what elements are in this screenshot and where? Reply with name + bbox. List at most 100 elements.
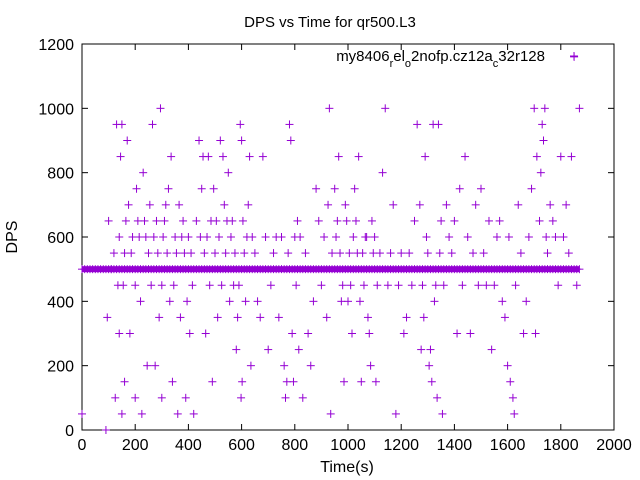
data-point [415,200,424,209]
data-point [152,216,161,225]
y-tick-label: 600 [47,230,74,247]
data-point [324,200,333,209]
data-point [389,200,398,209]
data-point [277,233,286,241]
data-point [435,249,444,258]
data-point [542,233,551,241]
x-tick-label: 1800 [543,437,579,454]
data-point [532,152,541,161]
data-point [161,200,170,209]
data-point [225,297,234,306]
data-point [314,216,323,225]
data-point [431,281,440,290]
data-point [292,281,301,290]
data-point [116,152,125,161]
data-point [285,120,294,129]
data-point [217,281,226,290]
data-point [355,297,364,306]
data-point [151,361,160,370]
data-point [514,200,523,209]
data-point [417,345,426,354]
data-point [197,184,206,193]
x-tick-label: 200 [122,437,149,454]
data-point [237,393,246,402]
data-point [155,313,164,322]
data-point [564,249,573,258]
baseline-points [78,265,584,274]
legend: my8406relo2nofp.cz12ac32r128 [336,48,578,70]
y-axis-label: DPS [4,221,21,254]
data-point [312,184,321,193]
data-point [236,120,245,129]
x-tick-label: 1000 [330,437,366,454]
data-point [164,184,173,193]
data-point [304,329,313,338]
data-point [427,377,436,386]
data-point [104,216,113,225]
data-point [350,184,359,193]
data-point [378,168,387,177]
data-point [341,200,350,209]
data-point [325,104,334,113]
y-tick-label: 200 [47,359,74,376]
data-point [264,345,273,354]
data-point [405,249,414,258]
data-point [115,329,124,338]
data-point [208,377,217,386]
data-point [167,152,176,161]
data-point [221,249,230,258]
data-point [349,233,358,241]
x-tick-label: 600 [228,437,255,454]
data-point [391,409,400,418]
data-point [511,281,520,290]
data-point [551,233,560,241]
data-point [294,345,303,354]
data-point [169,281,178,290]
y-tick-label: 1000 [38,101,74,118]
data-point [342,216,351,225]
data-point [175,200,184,209]
data-point [234,281,243,290]
data-point [365,329,374,338]
data-point [298,393,307,402]
data-point [453,329,462,338]
data-point [160,216,169,225]
data-point [245,152,254,161]
data-point [293,216,302,225]
x-axis: 0 200 400 600 800 1000 1200 1400 1600 1800 2000 [78,44,632,454]
legend-label: my8406relo2nofp.cz12ac32r128 [336,48,545,70]
data-point [495,216,504,225]
data-point [230,249,239,258]
data-point [434,120,443,129]
data-point [284,249,293,258]
scatter-points [78,52,584,434]
data-point [407,281,416,290]
data-point [168,377,177,386]
data-point [213,313,222,322]
data-point [548,216,557,225]
data-point [572,281,581,290]
data-point [238,216,247,225]
data-point [359,281,368,290]
data-point [131,393,140,402]
data-point [301,249,310,258]
data-point [567,152,576,161]
data-point [253,297,262,306]
data-point [173,409,182,418]
data-point [144,249,153,258]
x-axis-label: Time(s) [320,459,374,476]
data-point [328,249,337,258]
data-point [410,216,419,225]
data-point [530,104,539,113]
data-point [165,297,174,306]
data-point [538,120,547,129]
data-point [386,249,395,258]
data-point [117,409,126,418]
data-point [269,249,278,258]
data-point [421,152,430,161]
data-point [445,233,454,241]
data-point [536,168,545,177]
data-point [172,249,181,258]
data-point [258,152,267,161]
